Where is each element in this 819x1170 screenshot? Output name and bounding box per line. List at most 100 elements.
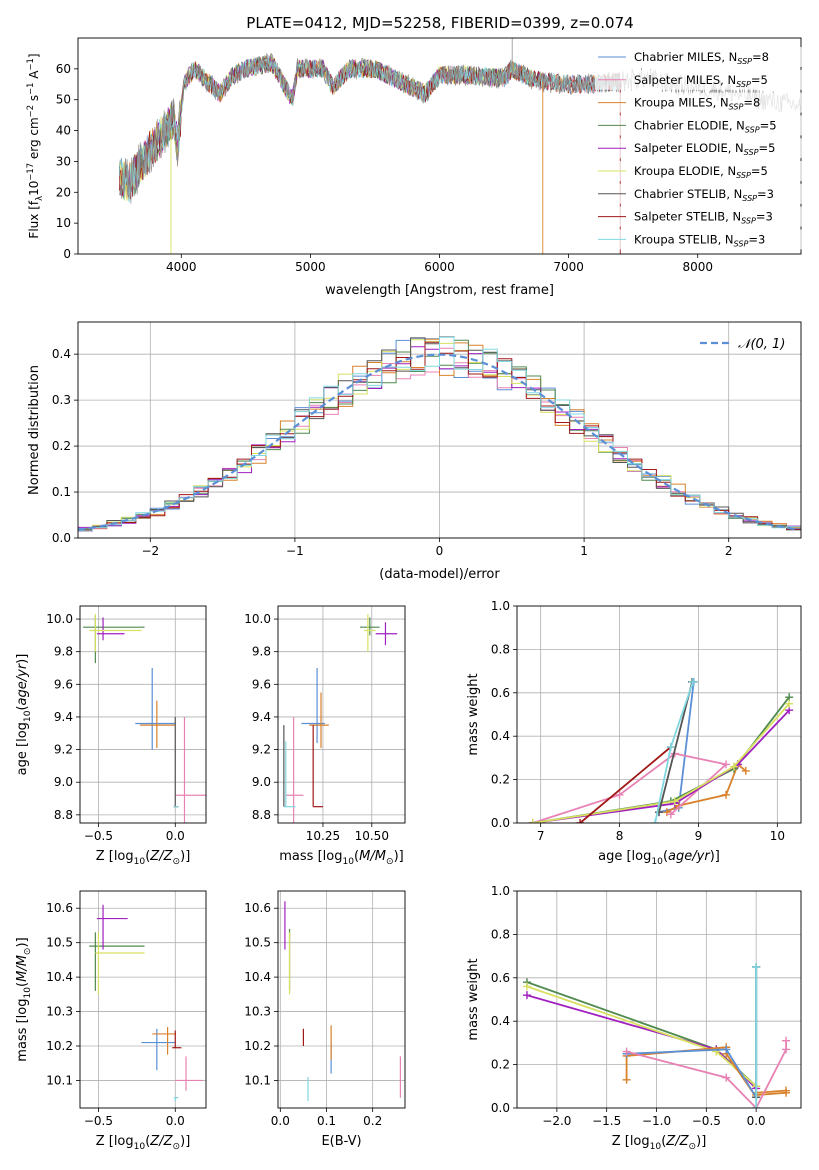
x-tick-label: −2.0	[542, 1114, 571, 1128]
y-tick-label: 1.0	[491, 884, 510, 898]
weight-marker	[722, 1073, 731, 1082]
y-tick-label: 0	[63, 247, 71, 261]
y-tick-label: 30	[56, 154, 71, 168]
y-tick-label: 1.0	[491, 599, 510, 613]
x-tick-label: 7	[537, 829, 545, 843]
legend-bg	[595, 69, 805, 90]
legend-entry: Salpeter MILES, NSSP=5	[634, 73, 768, 89]
legend-bg	[595, 183, 805, 204]
x-tick-label: 7000	[553, 260, 584, 274]
y-tick-label: 0.0	[491, 1101, 510, 1115]
y-tick-label: 10.4	[244, 970, 271, 984]
x-tick-label: −0.5	[84, 1114, 113, 1128]
y-tick-label: 9.6	[252, 677, 271, 691]
axes-frame	[79, 605, 207, 824]
legend: Chabrier MILES, NSSP=8 Salpeter MILES, NS…	[595, 47, 805, 250]
weight-marker	[722, 1045, 731, 1054]
legend-bg	[595, 138, 805, 159]
weight-marker	[622, 1047, 631, 1056]
x-tick-label: −1.5	[592, 1114, 621, 1128]
x-tick-label: 0.2	[363, 1114, 382, 1128]
weight-line	[532, 703, 790, 823]
plot-area-age_vs_Z	[80, 606, 206, 823]
normal-curve	[78, 353, 799, 531]
y-tick-label: 9.2	[252, 743, 271, 757]
weight-line	[626, 967, 758, 1101]
x-tick-label: 1	[580, 544, 588, 558]
axes-frame	[516, 890, 802, 1109]
y-tick-label: 0.8	[491, 642, 510, 656]
x-axis-label: Z [log10(Z/Z⊙)]	[612, 1134, 707, 1152]
y-tick-label: 0.2	[52, 439, 71, 453]
legend-entry: Kroupa STELIB, NSSP=3	[634, 232, 765, 248]
weight-marker	[576, 819, 585, 823]
plot-area-age_vs_mass	[278, 606, 405, 823]
legend-entry: Chabrier ELODIE, NSSP=5	[634, 118, 777, 134]
weight-marker	[615, 790, 624, 799]
weight-marker	[528, 819, 537, 823]
y-axis-label: Normed distribution	[27, 365, 42, 495]
y-tick-label: 9.8	[252, 645, 271, 659]
weight-marker	[666, 810, 675, 819]
weight-line	[526, 985, 757, 1087]
axes-frame	[277, 890, 406, 1109]
y-tick-label: 9.4	[54, 710, 73, 724]
plot-area-residuals	[78, 322, 801, 538]
legend-entry: Kroupa ELODIE, NSSP=5	[634, 164, 768, 180]
x-tick-label: 0.0	[166, 829, 185, 843]
y-tick-label: 0.0	[52, 531, 71, 545]
weight-marker	[666, 743, 675, 752]
x-tick-label: 10.25	[306, 829, 340, 843]
axes-spectrum: 4000 5000 6000 7000 8000 0 10 20 30 40 50 60 wavelen…	[25, 37, 805, 298]
legend-entry: Chabrier MILES, NSSP=8	[634, 50, 769, 66]
y-tick-label: 8.8	[252, 808, 271, 822]
weight-marker	[722, 760, 731, 769]
y-tick-label: 10.3	[244, 1005, 271, 1019]
weight-marker	[782, 1088, 791, 1097]
y-tick-label: 9.4	[252, 710, 271, 724]
y-tick-label: 50	[56, 93, 71, 107]
y-axis-label: mass weight	[466, 673, 481, 755]
y-tick-label: 10.0	[244, 612, 271, 626]
y-tick-label: 0.4	[491, 1014, 510, 1028]
x-axis-label: (data-model)/error	[379, 567, 500, 582]
y-tick-label: 0.6	[491, 686, 510, 700]
x-tick-label: 5000	[295, 260, 326, 274]
y-tick-label: 40	[56, 124, 71, 138]
legend-bg	[595, 92, 805, 113]
y-axis-label: Flux [fλ10−17 erg cm−2 s−1 A−1]	[25, 53, 44, 238]
weight-line	[579, 746, 672, 823]
y-tick-label: 0.1	[52, 485, 71, 499]
weight-marker	[688, 677, 697, 686]
y-tick-label: 10.5	[244, 936, 271, 950]
y-tick-label: 0.0	[491, 816, 510, 830]
legend-entry: Salpeter STELIB, NSSP=3	[634, 210, 773, 226]
y-tick-label: 9.2	[54, 743, 73, 757]
weight-line	[658, 681, 693, 813]
x-tick-label: 6000	[424, 260, 455, 274]
y-tick-label: 0.2	[491, 1058, 510, 1072]
legend-bg	[595, 47, 805, 67]
legend-entry: Salpeter ELODIE, NSSP=5	[634, 141, 775, 157]
y-tick-label: 60	[56, 62, 71, 76]
y-tick-label: 0.2	[491, 773, 510, 787]
x-tick-label: −1	[286, 544, 304, 558]
weight-marker	[522, 991, 531, 1000]
legend-bg	[595, 206, 805, 227]
weight-line	[532, 709, 790, 823]
axes-weight_vs_Z: −2.0 −1.5 −1.0 −0.5 0.0 0.0 0.2 0.4 0.6 0.8 1.0 Z […	[466, 884, 802, 1152]
weight-marker	[752, 1104, 761, 1108]
y-tick-label: 10.6	[46, 901, 73, 915]
y-tick-label: 9.6	[54, 677, 73, 691]
legend-bg	[595, 115, 805, 136]
y-tick-label: 10.1	[46, 1073, 73, 1087]
legend-bg	[595, 229, 805, 250]
axes-mass_vs_EBV: 0.0 0.1 0.2 10.1 10.2 10.3 10.4 10.5 10.6 E(B-V)	[244, 890, 406, 1149]
y-tick-label: 9.0	[252, 775, 271, 789]
x-tick-label: 9	[695, 829, 703, 843]
y-tick-label: 10.0	[46, 612, 73, 626]
legend-entry: 𝒩(0, 1)	[738, 337, 785, 352]
x-tick-label: 10.50	[355, 829, 389, 843]
x-axis-label: Z [log10(Z/Z⊙)]	[96, 1134, 191, 1152]
